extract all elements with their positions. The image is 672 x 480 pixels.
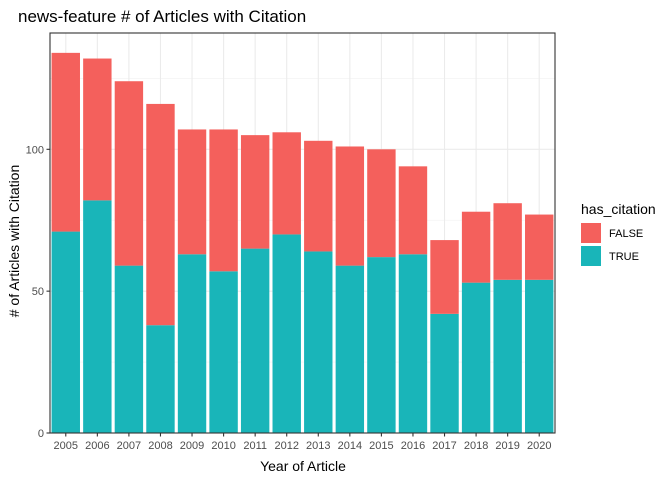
bar-true-2016 (398, 254, 428, 433)
bar-false-2008 (146, 103, 175, 326)
bar-false-2018 (461, 211, 491, 283)
x-tick-label: 2015 (369, 440, 393, 452)
x-tick-label: 2006 (85, 440, 109, 452)
x-tick-label: 2009 (180, 440, 204, 452)
x-tick-label: 2008 (148, 440, 172, 452)
y-tick-label: 0 (38, 428, 44, 440)
bar-false-2006 (83, 58, 112, 201)
bar-false-2011 (240, 135, 270, 249)
legend-label-false: FALSE (609, 228, 643, 240)
legend-title: has_citation (581, 201, 656, 217)
bar-false-2015 (367, 149, 396, 258)
x-tick-label: 2018 (464, 440, 488, 452)
bar-true-2012 (272, 234, 301, 433)
legend-key-true (581, 246, 601, 266)
y-tick-label: 50 (32, 286, 44, 298)
bar-false-2012 (272, 132, 301, 235)
x-tick-label: 2007 (117, 440, 141, 452)
bar-false-2009 (177, 129, 207, 255)
bar-true-2018 (461, 282, 491, 433)
bar-true-2006 (83, 200, 112, 433)
bar-true-2014 (335, 265, 365, 433)
legend-label-true: TRUE (609, 251, 639, 263)
x-tick-label: 2014 (338, 440, 362, 452)
x-tick-label: 2019 (495, 440, 519, 452)
x-tick-label: 2017 (432, 440, 456, 452)
bar-false-2010 (209, 129, 238, 272)
y-axis-title: # of Articles with Citation (6, 165, 22, 318)
bar-false-2016 (398, 166, 428, 255)
bar-true-2011 (240, 248, 270, 433)
bar-true-2015 (367, 257, 396, 433)
bars (49, 32, 556, 434)
bar-true-2013 (304, 251, 333, 433)
x-tick-label: 2016 (401, 440, 425, 452)
x-tick-label: 2020 (527, 440, 551, 452)
bar-false-2020 (525, 214, 554, 280)
bar-true-2019 (493, 279, 522, 433)
legend-key-false (581, 223, 601, 243)
x-tick-label: 2010 (211, 440, 235, 452)
x-axis-title: Year of Article (260, 458, 346, 474)
bar-true-2007 (114, 265, 144, 433)
bar-false-2005 (51, 52, 80, 232)
bar-false-2013 (304, 140, 333, 252)
x-tick-label: 2005 (54, 440, 78, 452)
y-tick-label: 100 (26, 144, 44, 156)
bar-true-2017 (430, 313, 459, 433)
bar-false-2019 (493, 203, 522, 280)
bar-true-2008 (146, 325, 175, 433)
axis-ticks: 0 50 100 2005 2006 2007 2008 2009 2010 2011 2012 20… (26, 144, 552, 452)
bar-true-2005 (51, 231, 80, 433)
legend: has_citation FALSE TRUE (581, 201, 656, 266)
bar-false-2017 (430, 240, 459, 314)
bar-true-2009 (177, 254, 207, 433)
bar-false-2014 (335, 146, 365, 266)
plot-border (49, 32, 556, 434)
bar-true-2020 (525, 279, 554, 433)
bar-false-2007 (114, 81, 144, 266)
x-tick-label: 2011 (243, 440, 267, 452)
x-tick-label: 2012 (274, 440, 298, 452)
bar-true-2010 (209, 271, 238, 433)
chart-title: news-feature # of Articles with Citation (18, 7, 306, 26)
x-tick-label: 2013 (306, 440, 330, 452)
